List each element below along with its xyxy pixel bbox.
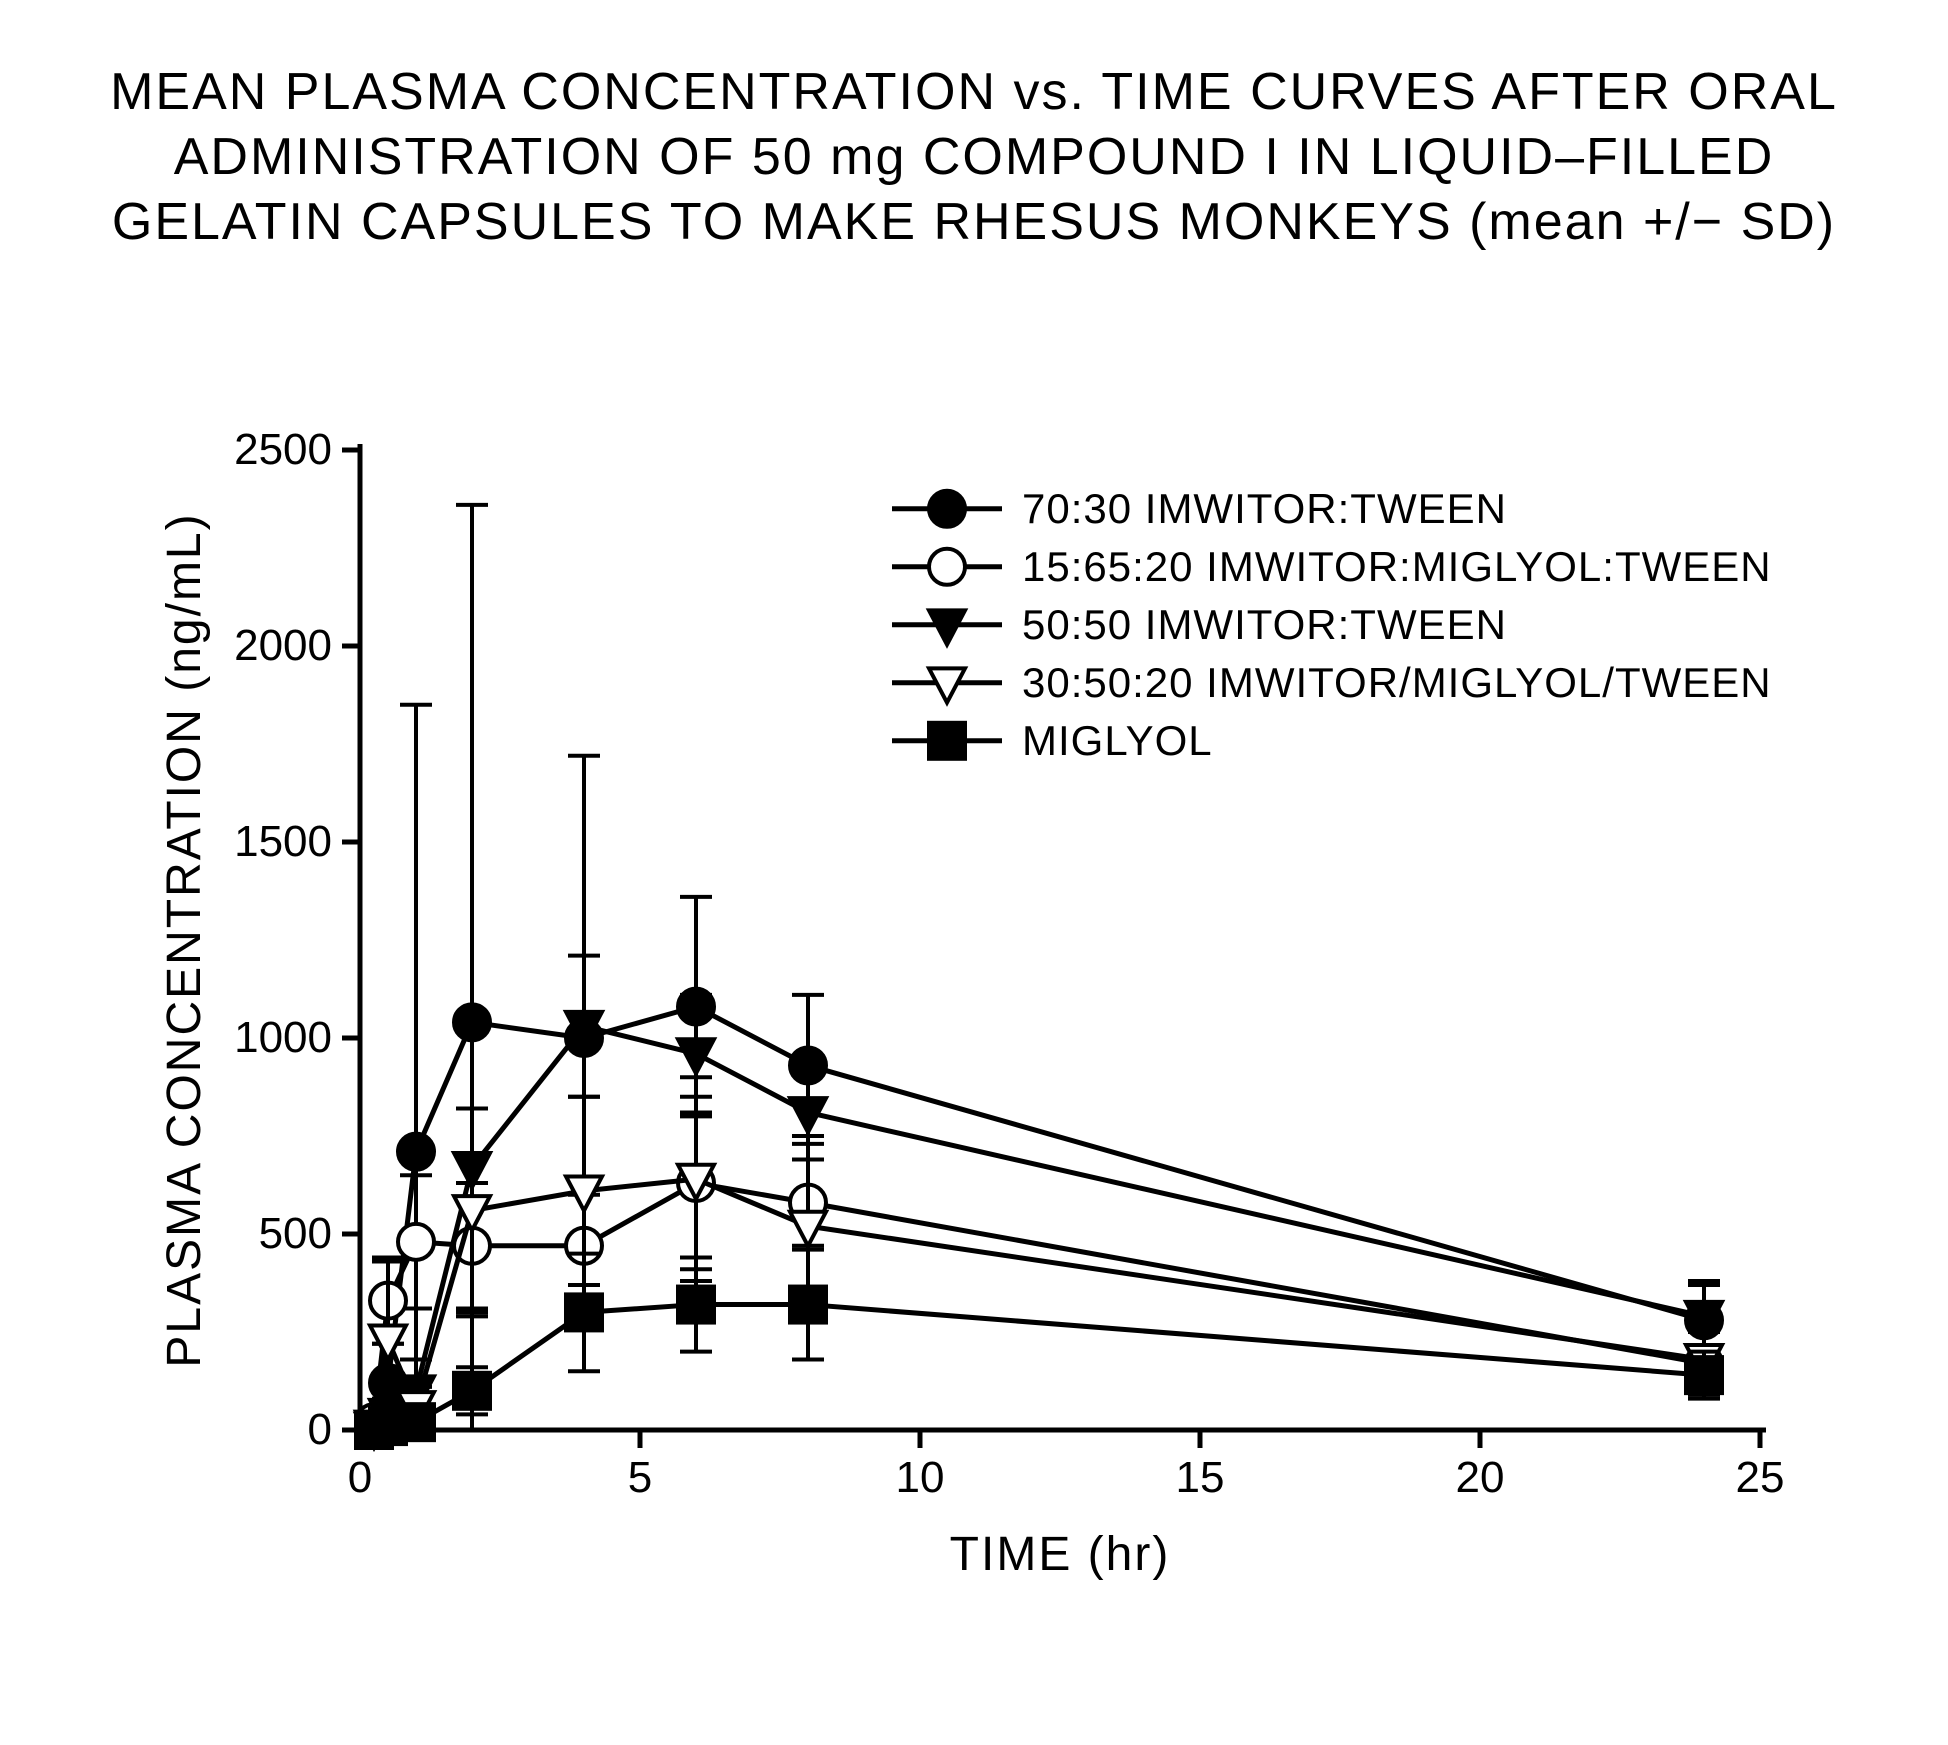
svg-text:15:65:20 IMWITOR:MIGLYOL:TWEEN: 15:65:20 IMWITOR:MIGLYOL:TWEEN [1022, 543, 1772, 590]
legend-row: 70:30 IMWITOR:TWEEN [892, 485, 1507, 532]
svg-text:2000: 2000 [234, 621, 332, 670]
svg-text:2500: 2500 [234, 425, 332, 474]
page: MEAN PLASMA CONCENTRATION vs. TIME CURVE… [0, 0, 1948, 1745]
svg-text:TIME (hr): TIME (hr) [950, 1528, 1171, 1581]
legend: 70:30 IMWITOR:TWEEN 15:65:20 IMWITOR:MIGL… [892, 485, 1772, 764]
svg-text:15: 15 [1176, 1453, 1225, 1502]
legend-row: MIGLYOL [892, 717, 1213, 764]
svg-text:30:50:20 IMWITOR/MIGLYOL/TWEEN: 30:50:20 IMWITOR/MIGLYOL/TWEEN [1022, 659, 1772, 706]
svg-text:20: 20 [1456, 1453, 1505, 1502]
svg-text:1500: 1500 [234, 817, 332, 866]
svg-text:1000: 1000 [234, 1013, 332, 1062]
legend-row: 30:50:20 IMWITOR/MIGLYOL/TWEEN [892, 659, 1772, 706]
series-s3 [356, 956, 1722, 1448]
svg-text:50:50 IMWITOR:TWEEN: 50:50 IMWITOR:TWEEN [1022, 601, 1507, 648]
svg-text:PLASMA CONCENTRATION (ng/mL): PLASMA CONCENTRATION (ng/mL) [158, 512, 211, 1367]
chart-title: MEAN PLASMA CONCENTRATION vs. TIME CURVE… [0, 60, 1948, 255]
svg-text:0: 0 [308, 1405, 332, 1454]
svg-text:5: 5 [628, 1453, 652, 1502]
legend-row: 50:50 IMWITOR:TWEEN [892, 601, 1507, 648]
chart-svg: 0 500 1000 1500 2000 2500 0 5 10 15 20 25 TIME (hr) P… [150, 420, 1800, 1620]
legend-row: 15:65:20 IMWITOR:MIGLYOL:TWEEN [892, 543, 1772, 590]
svg-text:25: 25 [1736, 1453, 1785, 1502]
chart-area: 0 500 1000 1500 2000 2500 0 5 10 15 20 25 TIME (hr) P… [150, 420, 1800, 1620]
svg-text:500: 500 [259, 1209, 332, 1258]
svg-text:70:30 IMWITOR:TWEEN: 70:30 IMWITOR:TWEEN [1022, 485, 1507, 532]
svg-text:0: 0 [348, 1453, 372, 1502]
svg-text:MIGLYOL: MIGLYOL [1022, 717, 1213, 764]
svg-text:10: 10 [896, 1453, 945, 1502]
series-s5 [356, 1250, 1722, 1448]
